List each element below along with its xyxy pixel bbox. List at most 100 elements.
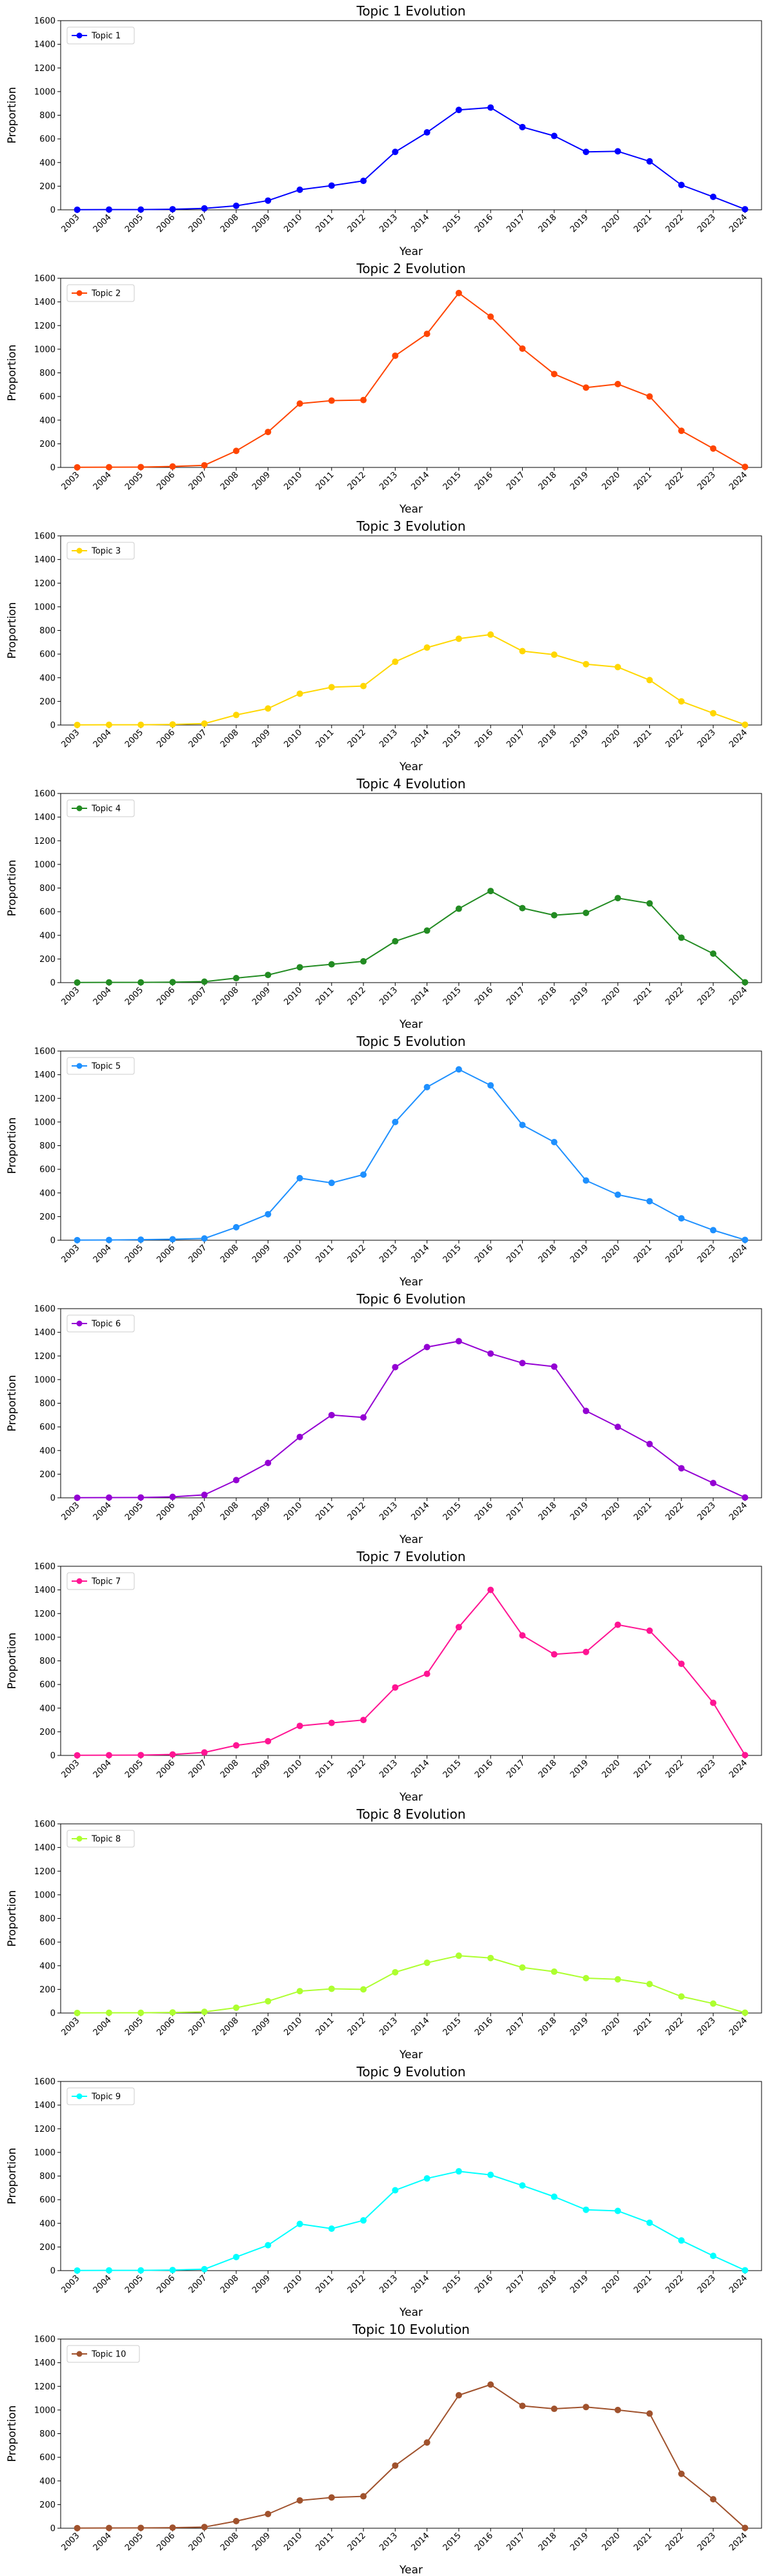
data-point xyxy=(265,198,271,204)
data-point xyxy=(742,1752,748,1758)
x-tick-label: 2021 xyxy=(632,1243,654,1265)
x-tick-label: 2018 xyxy=(537,2016,559,2038)
y-tick-label: 0 xyxy=(50,2524,56,2534)
data-point xyxy=(137,2010,144,2016)
x-tick-label: 2012 xyxy=(346,728,368,750)
y-tick-label: 0 xyxy=(50,2009,56,2019)
y-tick-label: 1400 xyxy=(34,1843,56,1853)
y-tick-label: 200 xyxy=(39,955,56,965)
x-tick-label: 2022 xyxy=(664,985,686,1007)
data-point xyxy=(583,2404,589,2410)
axes-frame xyxy=(61,536,762,725)
x-tick-label: 2022 xyxy=(664,728,686,750)
y-tick-label: 200 xyxy=(39,182,56,192)
x-tick-label: 2016 xyxy=(473,470,495,492)
y-tick-label: 1400 xyxy=(34,1070,56,1080)
y-tick-label: 1600 xyxy=(34,1820,56,1830)
x-tick-label: 2014 xyxy=(409,1500,431,1522)
data-point xyxy=(614,1191,621,1198)
x-tick-label: 2019 xyxy=(569,2273,591,2295)
data-point xyxy=(647,158,653,165)
x-tick-label: 2020 xyxy=(600,1758,622,1780)
x-axis-label: Year xyxy=(399,2564,423,2576)
x-tick-label: 2011 xyxy=(314,1758,336,1780)
y-tick-label: 0 xyxy=(50,721,56,731)
series-line xyxy=(77,891,745,983)
data-point xyxy=(169,721,176,728)
y-tick-label: 1000 xyxy=(34,1633,56,1642)
data-point xyxy=(519,2182,525,2189)
x-tick-label: 2012 xyxy=(346,2531,368,2553)
x-axis-label: Year xyxy=(399,1276,423,1289)
data-point xyxy=(583,384,589,391)
axes-frame xyxy=(61,2339,762,2528)
x-tick-label: 2018 xyxy=(537,985,559,1007)
data-point xyxy=(583,148,589,155)
x-tick-label: 2016 xyxy=(473,2531,495,2553)
x-tick-label: 2014 xyxy=(409,728,431,750)
x-tick-label: 2019 xyxy=(569,728,591,750)
legend: Topic 5 xyxy=(67,1058,134,1074)
data-point xyxy=(328,1180,335,1186)
data-point xyxy=(551,2406,558,2412)
data-point xyxy=(297,1722,303,1729)
x-tick-label: 2017 xyxy=(505,2531,527,2553)
x-tick-label: 2008 xyxy=(219,2016,241,2038)
data-point xyxy=(74,464,81,471)
x-tick-label: 2022 xyxy=(664,1243,686,1265)
y-tick-label: 800 xyxy=(39,2172,56,2182)
x-tick-label: 2010 xyxy=(282,1243,304,1265)
y-tick-label: 0 xyxy=(50,2267,56,2276)
legend: Topic 7 xyxy=(67,1573,134,1590)
chart-panel-6: Topic 6 Evolution02004006008001000120014… xyxy=(6,1291,762,1546)
data-point xyxy=(392,938,398,945)
x-tick-label: 2022 xyxy=(664,1500,686,1522)
x-tick-label: 2021 xyxy=(632,1758,654,1780)
x-tick-label: 2023 xyxy=(696,470,718,492)
y-axis-label: Proportion xyxy=(6,860,19,917)
y-tick-label: 1400 xyxy=(34,298,56,307)
x-tick-label: 2020 xyxy=(600,1500,622,1522)
legend: Topic 3 xyxy=(67,542,134,559)
data-point xyxy=(106,1237,112,1243)
x-tick-label: 2005 xyxy=(123,985,145,1007)
x-tick-label: 2007 xyxy=(187,1500,209,1522)
data-point xyxy=(74,1752,81,1759)
data-point xyxy=(487,888,494,894)
data-point xyxy=(106,1752,112,1759)
y-tick-label: 400 xyxy=(39,1704,56,1713)
x-tick-label: 2016 xyxy=(473,1758,495,1780)
x-tick-label: 2009 xyxy=(250,985,272,1007)
data-point xyxy=(742,721,748,728)
legend: Topic 8 xyxy=(67,1830,134,1847)
data-point xyxy=(74,2525,81,2531)
data-point xyxy=(169,2009,176,2016)
x-tick-label: 2005 xyxy=(123,470,145,492)
x-tick-label: 2013 xyxy=(378,985,399,1007)
data-point xyxy=(392,1969,398,1976)
data-point xyxy=(742,464,748,470)
x-tick-label: 2018 xyxy=(537,728,559,750)
data-point xyxy=(614,1424,621,1430)
data-point xyxy=(647,2220,653,2226)
data-point xyxy=(583,1975,589,1981)
data-point xyxy=(106,207,112,213)
legend: Topic 6 xyxy=(67,1315,134,1332)
data-point xyxy=(456,906,462,912)
data-point xyxy=(647,677,653,683)
x-tick-label: 2017 xyxy=(505,1758,527,1780)
data-point xyxy=(106,2525,112,2531)
x-tick-label: 2008 xyxy=(219,1243,241,1265)
y-tick-label: 400 xyxy=(39,1961,56,1971)
data-point xyxy=(614,895,621,901)
axes-frame xyxy=(61,1824,762,2013)
y-tick-label: 800 xyxy=(39,1914,56,1924)
data-point xyxy=(233,447,239,454)
x-tick-label: 2020 xyxy=(600,470,622,492)
chart-panel-9: Topic 9 Evolution02004006008001000120014… xyxy=(6,2064,762,2319)
y-tick-label: 1600 xyxy=(34,532,56,542)
x-axis-label: Year xyxy=(399,2049,423,2061)
x-tick-label: 2004 xyxy=(92,985,114,1007)
y-tick-label: 1400 xyxy=(34,813,56,823)
x-tick-label: 2021 xyxy=(632,212,654,234)
